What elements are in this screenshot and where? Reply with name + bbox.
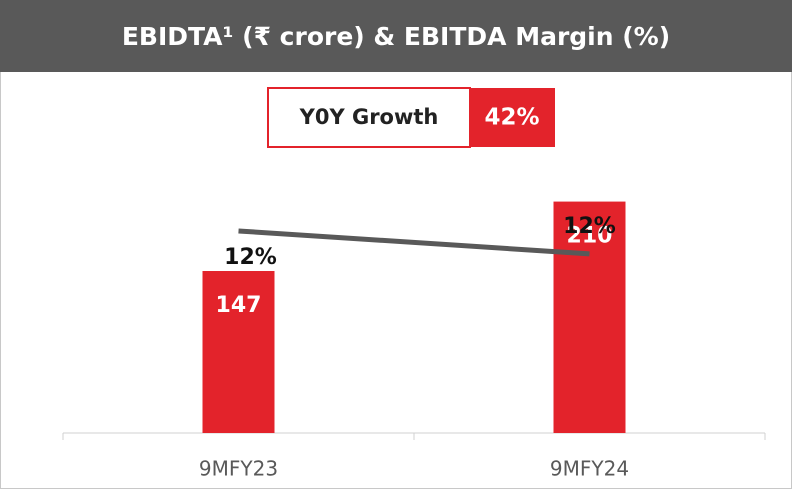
- bar-label: 147: [216, 293, 262, 318]
- margin-line: [238, 228, 590, 257]
- margin-label: 12%: [563, 214, 616, 239]
- x-tick-label: 9MFY23: [199, 457, 278, 481]
- chart-title: EBIDTA¹ (₹ crore) & EBITDA Margin (%): [122, 22, 670, 51]
- margin-label: 12%: [224, 245, 277, 270]
- bar-label: 210: [567, 224, 613, 249]
- bar: [553, 201, 626, 433]
- header: [0, 0, 792, 72]
- x-tick-label: 9MFY24: [550, 457, 629, 481]
- growth-value-box: [470, 88, 555, 147]
- bar: [202, 271, 275, 433]
- growth-label: Y0Y Growth: [299, 105, 439, 129]
- growth-box: [267, 87, 471, 148]
- growth-value: 42%: [484, 105, 539, 131]
